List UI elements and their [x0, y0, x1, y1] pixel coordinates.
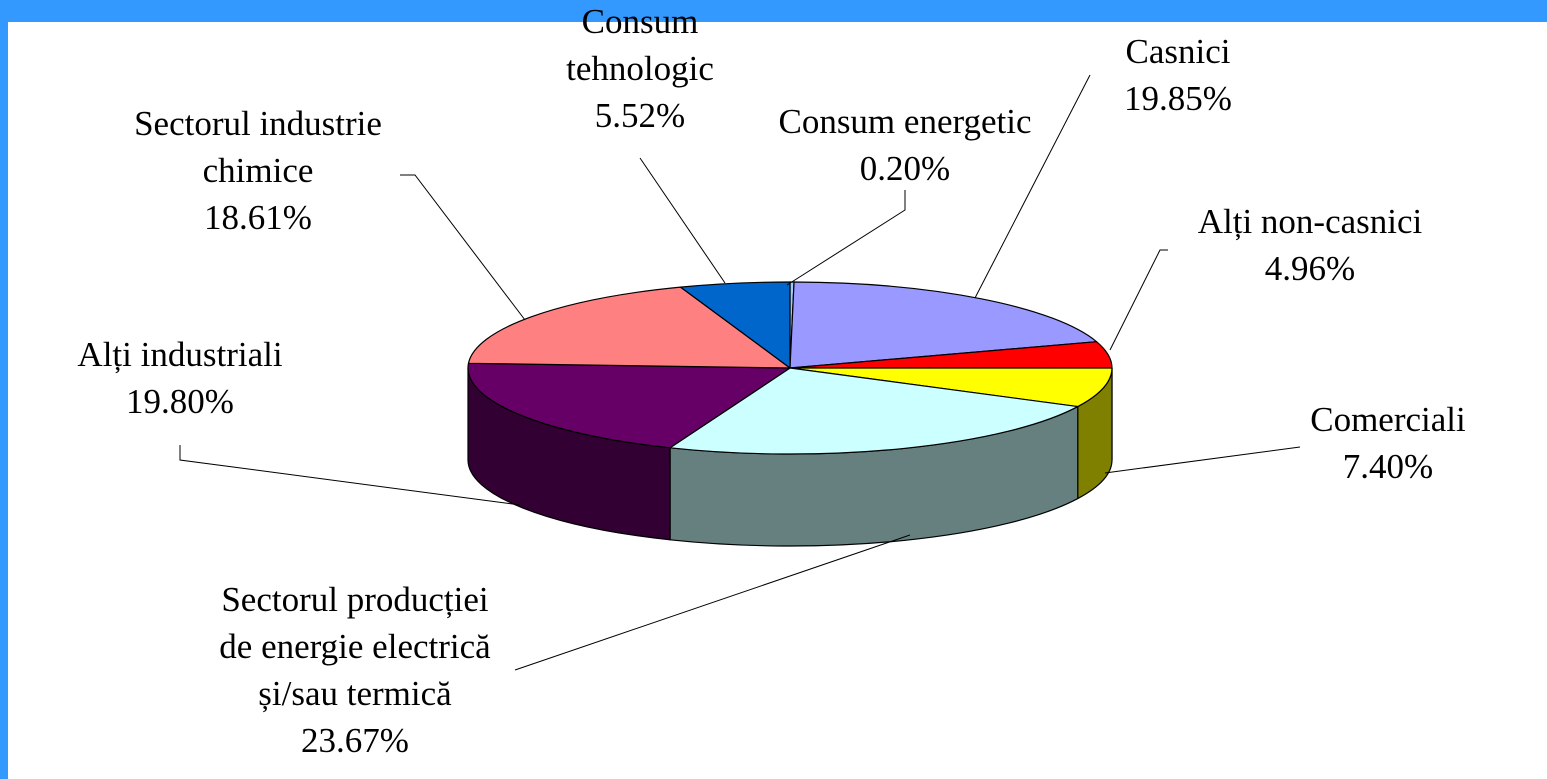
leader-line [786, 190, 906, 286]
slice-value-label: 18.61% [204, 198, 312, 237]
slice-label: Sectorul industrie chimice [134, 104, 382, 190]
slice-label: Consum tehnologic [566, 2, 714, 88]
slice [467, 362, 791, 449]
slice-value-label: 0.20% [860, 149, 950, 188]
slice [467, 286, 791, 369]
leader-line [179, 445, 521, 506]
slice [789, 367, 1113, 408]
leader-line [1109, 249, 1168, 351]
slice [669, 367, 1079, 455]
slice-value-label: 19.85% [1124, 79, 1232, 118]
slice-label: Casnici [1126, 32, 1231, 71]
leader-line [400, 174, 526, 321]
slice-value-label: 19.80% [126, 382, 234, 421]
slice-value-label: 5.52% [595, 96, 685, 135]
slice-value-label: 7.40% [1343, 447, 1433, 486]
slice-label: Sectorul producției de energie electrică ș… [219, 580, 491, 713]
leader-line [1104, 446, 1301, 474]
leader-line [639, 157, 726, 284]
slice-value-label: 4.96% [1265, 249, 1355, 288]
slice-label: Alți industriali [77, 335, 282, 374]
slice [679, 281, 791, 369]
slice [789, 281, 1098, 369]
slice-label: Alți non-casnici [1198, 202, 1423, 241]
slice-label: Consum energetic [778, 102, 1031, 141]
slice-label: Comerciali [1310, 400, 1466, 439]
leader-line [974, 74, 1091, 299]
slice-value-label: 23.67% [301, 721, 409, 760]
leader-line [514, 534, 911, 671]
